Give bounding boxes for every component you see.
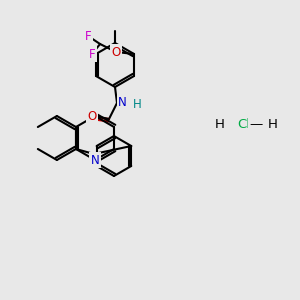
Text: —: — bbox=[249, 118, 262, 131]
Text: O: O bbox=[111, 46, 121, 59]
Text: F: F bbox=[89, 47, 95, 61]
Text: H: H bbox=[133, 98, 142, 110]
Text: H: H bbox=[268, 118, 278, 131]
Text: N: N bbox=[91, 154, 99, 166]
Text: N: N bbox=[118, 95, 127, 109]
Text: H: H bbox=[215, 118, 225, 131]
Text: O: O bbox=[87, 110, 97, 122]
Text: Cl: Cl bbox=[237, 118, 250, 131]
Text: F: F bbox=[85, 29, 92, 43]
